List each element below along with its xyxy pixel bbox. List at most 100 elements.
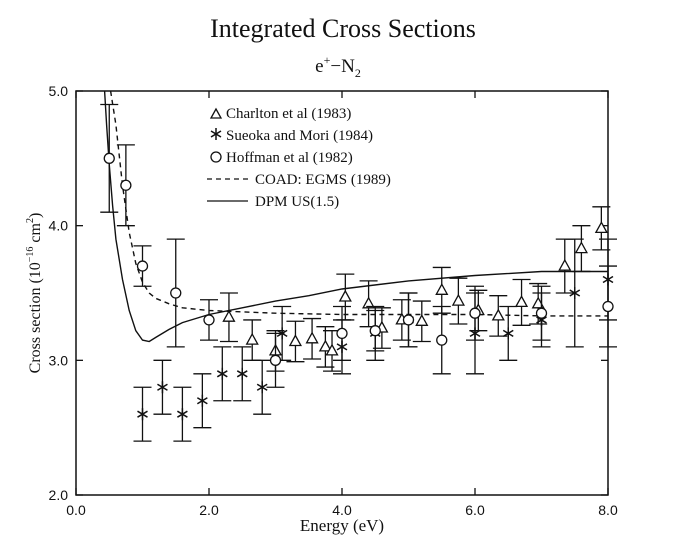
asterisk-data-point bbox=[193, 373, 212, 429]
legend-entry-charlton: Charlton et al (1983) bbox=[209, 106, 351, 122]
x-axis-label: Energy (eV) bbox=[300, 516, 384, 535]
y-tick-label: 3.0 bbox=[49, 352, 69, 368]
legend-label-coad: COAD: EGMS (1989) bbox=[255, 172, 391, 188]
circle-data-point bbox=[532, 285, 551, 341]
triangle-marker bbox=[415, 313, 429, 326]
asterisk-marker bbox=[137, 408, 148, 421]
legend: Charlton et al (1983) Sueoka and Mori (1… bbox=[207, 106, 391, 210]
asterisk-marker bbox=[502, 327, 514, 340]
y-tick-label: 2.0 bbox=[49, 487, 69, 503]
triangle-marker bbox=[325, 343, 339, 356]
x-tick-label: 2.0 bbox=[199, 502, 219, 518]
y-tick-label: 4.0 bbox=[49, 218, 69, 234]
triangle-data-point bbox=[303, 317, 322, 360]
asterisk-data-point bbox=[173, 386, 192, 442]
triangle-data-point bbox=[359, 280, 378, 328]
y-tick-label: 5.0 bbox=[49, 83, 69, 99]
asterisk-data-point bbox=[133, 386, 152, 442]
x-tick-label: 0.0 bbox=[66, 502, 86, 518]
triangle-marker bbox=[305, 331, 319, 344]
x-axis: 0.0 2.0 4.0 6.0 8.0 bbox=[66, 91, 618, 518]
legend-asterisk-marker bbox=[210, 128, 222, 140]
triangle-data-point bbox=[412, 300, 431, 343]
triangle-marker bbox=[245, 332, 259, 345]
triangle-data-point bbox=[286, 320, 305, 363]
circle-marker bbox=[469, 307, 481, 319]
circle-data-point bbox=[432, 305, 451, 375]
circle-data-point bbox=[133, 245, 152, 287]
triangle-data-point bbox=[489, 295, 508, 337]
y-axis-label: Cross section (10−16 cm2) bbox=[25, 213, 44, 374]
circle-marker bbox=[203, 314, 215, 326]
triangle-marker bbox=[574, 241, 588, 254]
circle-marker bbox=[535, 307, 548, 319]
triangle-data-point bbox=[449, 277, 468, 325]
asterisk-data-point bbox=[499, 305, 518, 361]
circle-data-point bbox=[333, 305, 351, 361]
triangle-data-point bbox=[336, 273, 355, 321]
triangle-marker bbox=[435, 282, 449, 295]
legend-triangle-marker bbox=[209, 107, 223, 119]
triangle-marker bbox=[451, 293, 465, 306]
legend-entry-hoffman: Hoffman et al (1982) bbox=[210, 150, 353, 166]
asterisk-data-point bbox=[153, 359, 172, 415]
legend-entry-coad: COAD: EGMS (1989) bbox=[207, 172, 391, 188]
circle-marker bbox=[136, 260, 149, 272]
chart-title: Integrated Cross Sections bbox=[210, 14, 476, 43]
asterisk-marker bbox=[236, 367, 248, 380]
y-axis: 2.0 3.0 4.0 5.0 bbox=[49, 83, 608, 503]
circle-marker bbox=[170, 287, 182, 299]
circle-data-point bbox=[366, 309, 385, 352]
triangle-marker bbox=[338, 289, 352, 302]
triangle-data-point bbox=[323, 330, 342, 372]
asterisk-marker bbox=[157, 381, 168, 394]
asterisk-marker bbox=[256, 381, 268, 394]
x-tick-label: 8.0 bbox=[598, 502, 618, 518]
legend-entry-dpm: DPM US(1.5) bbox=[207, 194, 339, 210]
circle-marker bbox=[336, 327, 348, 340]
asterisk-data-point bbox=[213, 346, 232, 402]
triangle-marker bbox=[558, 258, 572, 271]
triangle-data-point bbox=[432, 266, 451, 314]
circle-data-point bbox=[266, 332, 285, 388]
dpm-solid-curve bbox=[103, 91, 608, 343]
x-tick-label: 6.0 bbox=[465, 502, 485, 518]
circle-marker bbox=[402, 314, 415, 326]
asterisk-data-point bbox=[233, 346, 252, 402]
triangle-data-point bbox=[555, 238, 574, 294]
triangle-data-point bbox=[512, 278, 531, 326]
asterisk-data-point bbox=[253, 359, 272, 415]
circle-data-point bbox=[100, 103, 119, 213]
chart-subtitle: e+−N2 bbox=[315, 53, 361, 80]
x-tick-label: 4.0 bbox=[332, 502, 352, 518]
asterisk-data-point bbox=[565, 238, 584, 348]
circle-data-point bbox=[399, 292, 418, 348]
legend-circle-marker bbox=[210, 151, 222, 163]
triangle-marker bbox=[362, 296, 376, 309]
circle-marker bbox=[602, 300, 614, 313]
legend-label-charlton: Charlton et al (1983) bbox=[226, 106, 351, 122]
circle-data-point bbox=[599, 265, 617, 348]
circle-data-point bbox=[166, 238, 185, 348]
legend-label-sueoka: Sueoka and Mori (1984) bbox=[226, 128, 373, 144]
circle-data-point bbox=[116, 144, 135, 227]
triangle-marker bbox=[318, 339, 332, 352]
legend-label-hoffman: Hoffman et al (1982) bbox=[226, 150, 353, 166]
circle-marker bbox=[269, 354, 282, 366]
circle-marker bbox=[120, 179, 132, 191]
data-points bbox=[100, 103, 617, 442]
asterisk-marker bbox=[216, 367, 228, 380]
asterisk-marker bbox=[196, 394, 208, 407]
triangle-marker bbox=[491, 308, 505, 321]
triangle-marker bbox=[594, 221, 608, 234]
coad-dashed-curve bbox=[109, 91, 608, 317]
triangle-marker bbox=[288, 334, 302, 347]
asterisk-marker bbox=[569, 287, 581, 299]
circle-data-point bbox=[466, 285, 484, 341]
triangle-data-point bbox=[219, 292, 238, 343]
triangle-data-point bbox=[243, 319, 262, 361]
circle-data-point bbox=[200, 299, 218, 341]
legend-entry-sueoka: Sueoka and Mori (1984) bbox=[210, 128, 373, 144]
asterisk-marker bbox=[177, 408, 188, 421]
